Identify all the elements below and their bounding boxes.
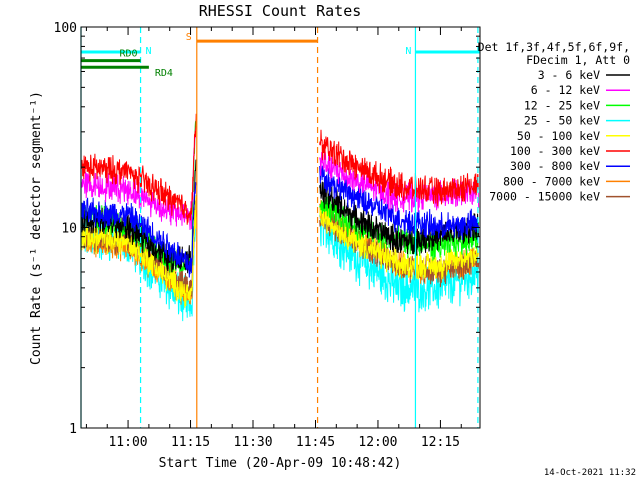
x-tick-label: 11:30 (233, 435, 272, 450)
trace-50-100-kev-post (319, 205, 480, 280)
trace-100-300-kev-post (319, 129, 479, 207)
y-tick-label: 10 (61, 222, 77, 237)
flag-label-rd0-3: RD0 (119, 49, 137, 60)
trace-25-50-kev-post (319, 206, 480, 313)
x-axis: 11:00 11:15 11:30 11:45 12:00 12:15 (85, 27, 462, 450)
series-300-800-kev (81, 163, 480, 278)
flag-label-rd4-4: RD4 (155, 68, 173, 79)
legend: Det 1f,3f,4f,5f,6f,9f, FDecim 1, Att 0 3… (478, 40, 630, 204)
flag-label-n-2: N (405, 46, 411, 57)
legend-label-12-25-kev: 12 - 25 keV (524, 98, 600, 112)
legend-label-800-7000-kev: 800 - 7000 keV (503, 174, 600, 188)
state-flags: N N RD0 RD4 S (81, 32, 480, 79)
legend-label-50-100-kev: 50 - 100 keV (517, 129, 600, 143)
y-tick-label: 1 (69, 422, 77, 437)
flag-label-n-1: N (146, 46, 152, 57)
y-tick-label: 100 (54, 21, 77, 36)
trace-3-6-kev-post (319, 179, 480, 256)
x-tick-label: 12:15 (421, 435, 460, 450)
legend-label-300-800-kev: 300 - 800 keV (510, 159, 600, 173)
x-tick-label: 11:45 (296, 435, 335, 450)
trace-300-800-kev-post (319, 163, 480, 241)
y-axis-label: Count Rate (s⁻¹ detector segment⁻¹) (29, 91, 44, 365)
legend-label-100-300-kev: 100 - 300 keV (510, 144, 600, 158)
flag-label-s-5: S (186, 32, 192, 43)
legend-header-line-2: FDecim 1, Att 0 (526, 53, 630, 67)
legend-label-7000-15000-kev: 7000 - 15000 keV (489, 190, 600, 204)
plot-timestamp: 14-Oct-2021 11:32 (544, 468, 636, 478)
legend-label-6-12-kev: 6 - 12 keV (531, 83, 600, 97)
series-50-100-kev (81, 196, 480, 308)
x-tick-label: 11:15 (171, 435, 210, 450)
series-100-300-kev (81, 113, 479, 225)
y-axis: 1 10 100 (54, 21, 480, 437)
data-traces (81, 113, 480, 322)
legend-label-25-50-kev: 25 - 50 keV (524, 114, 600, 128)
x-tick-label: 11:00 (108, 435, 147, 450)
chart-title: RHESSI Count Rates (199, 2, 362, 20)
trace-50-100-kev-pre (81, 196, 197, 308)
trace-300-800-kev-pre (81, 182, 197, 278)
legend-header-line-1: Det 1f,3f,4f,5f,6f,9f, (478, 40, 630, 54)
x-tick-label: 12:00 (358, 435, 397, 450)
trace-100-300-kev-pre (81, 113, 197, 225)
x-axis-label: Start Time (20-Apr-09 10:48:42) (159, 456, 402, 471)
legend-label-3-6-kev: 3 - 6 keV (538, 68, 600, 82)
